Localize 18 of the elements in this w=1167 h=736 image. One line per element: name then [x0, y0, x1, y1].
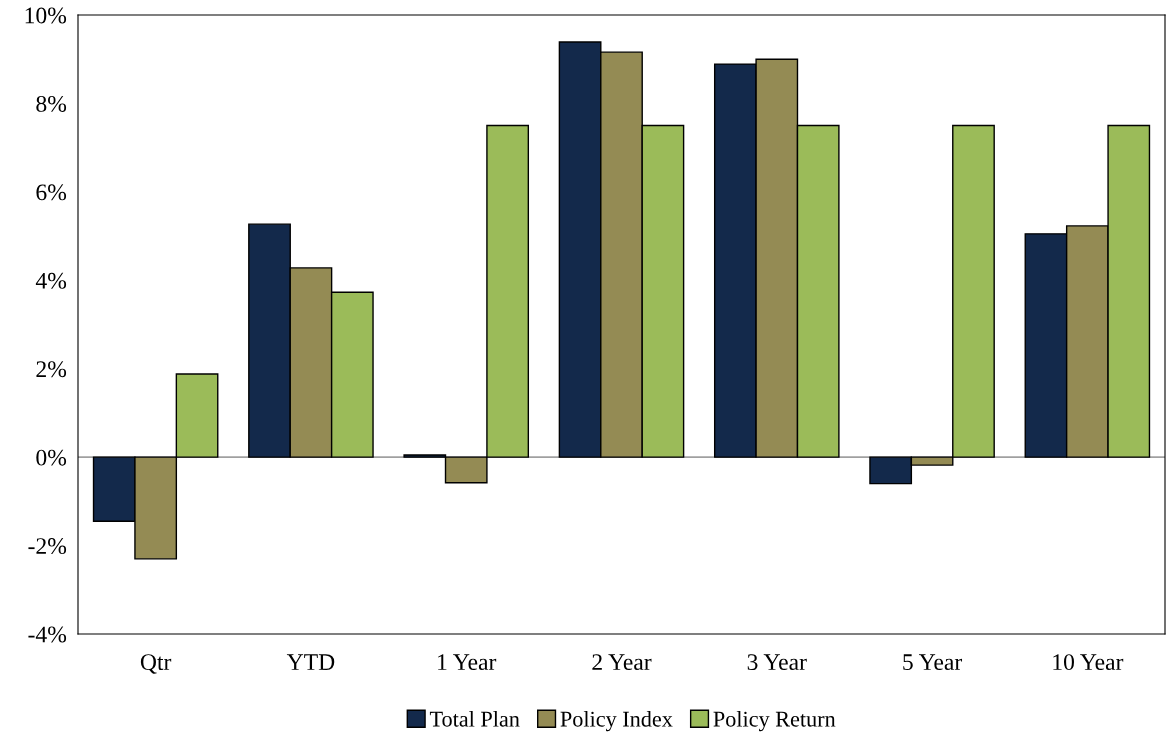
- legend-label: Policy Index: [560, 711, 673, 732]
- x-tick-label: YTD: [286, 654, 335, 670]
- x-tick-label: 2 Year: [592, 654, 652, 671]
- y-tick-label: 2%: [36, 361, 67, 378]
- x-tick-label: 10 Year: [1053, 654, 1124, 671]
- y-tick-label: 10%: [25, 7, 67, 24]
- x-tick-label: Qtr: [140, 654, 172, 674]
- y-tick-label: -4%: [28, 626, 67, 643]
- legend-label: Policy Return: [713, 711, 836, 732]
- y-tick-label: 6%: [36, 184, 67, 201]
- x-tick-label: 1 Year: [438, 654, 497, 671]
- y-tick-label: 8%: [36, 95, 67, 112]
- y-tick-label: 4%: [35, 272, 67, 289]
- y-tick-label: 0%: [36, 449, 67, 466]
- y-tick-label: -2%: [28, 538, 67, 555]
- x-tick-label: 5 Year: [903, 654, 963, 671]
- legend-label: Total Plan: [429, 711, 520, 727]
- x-tick-label: 3 Year: [747, 654, 807, 671]
